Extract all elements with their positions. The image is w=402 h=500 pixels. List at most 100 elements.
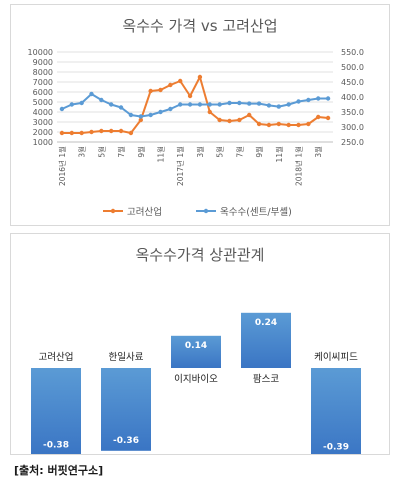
right-tick-label: 400.0 xyxy=(341,93,364,102)
bar-value-label: -0.39 xyxy=(323,443,349,453)
point-corn xyxy=(59,106,65,112)
category-label: 이지바이오 xyxy=(174,374,218,385)
point-goryeo xyxy=(79,130,84,136)
point-corn xyxy=(197,102,203,107)
point-goryeo xyxy=(316,114,321,120)
left-tick-label: 7000 xyxy=(33,78,53,87)
point-corn xyxy=(178,102,183,107)
legend-label: 옥수수(센트/부셸) xyxy=(220,207,292,218)
point-corn xyxy=(69,102,74,107)
point-goryeo xyxy=(69,130,74,136)
left-tick-label: 4000 xyxy=(33,108,53,117)
point-corn xyxy=(158,109,163,115)
point-goryeo xyxy=(237,117,242,123)
series-line-goryeo xyxy=(61,76,329,134)
left-tick-label: 6000 xyxy=(33,88,53,97)
legend-marker xyxy=(203,208,209,214)
point-goryeo xyxy=(227,118,232,124)
point-corn xyxy=(316,96,321,101)
point-goryeo xyxy=(256,121,262,127)
x-tick-label: 7월 xyxy=(234,146,244,158)
point-corn xyxy=(227,100,232,106)
point-goryeo xyxy=(158,87,163,93)
point-goryeo xyxy=(178,78,183,84)
point-goryeo xyxy=(128,130,134,136)
point-corn xyxy=(247,101,252,106)
point-goryeo xyxy=(325,115,331,121)
point-corn xyxy=(237,100,242,106)
x-tick-label: 11월 xyxy=(274,146,284,163)
left-tick-label: 9000 xyxy=(33,58,53,67)
point-goryeo xyxy=(286,122,291,128)
x-tick-label: 11월 xyxy=(156,146,166,163)
correlation-chart-panel: 옥수수가격 상관관계 -0.38 고려산업 -0.36 한일사료 0.14 이지바이오 0.… xyxy=(10,233,390,458)
x-tick-label: 2018년 1월 xyxy=(294,146,304,186)
point-goryeo xyxy=(217,117,222,123)
point-goryeo xyxy=(118,128,124,134)
point-goryeo xyxy=(109,128,114,134)
point-corn xyxy=(118,105,124,110)
point-goryeo xyxy=(89,129,94,135)
x-tick-label: 3월 xyxy=(77,146,87,158)
left-tick-label: 1000 xyxy=(33,138,53,147)
left-tick-label: 2000 xyxy=(33,128,53,137)
left-tick-label: 10000 xyxy=(28,48,53,57)
point-corn xyxy=(109,102,114,107)
bar-4 xyxy=(311,368,361,458)
point-corn xyxy=(207,102,212,107)
chart-title: 옥수수가격 상관관계 xyxy=(135,246,265,264)
bar-value-label: 0.14 xyxy=(185,341,207,351)
point-goryeo xyxy=(99,128,104,134)
point-goryeo xyxy=(207,109,212,115)
right-tick-label: 250.0 xyxy=(341,138,364,147)
bar-value-label: -0.36 xyxy=(113,436,139,446)
x-tick-label: 7월 xyxy=(116,146,126,158)
bar-value-label: -0.38 xyxy=(43,440,69,450)
x-tick-label: 9월 xyxy=(136,146,146,158)
point-corn xyxy=(306,97,311,103)
bar-3 xyxy=(241,312,291,368)
point-corn xyxy=(148,112,153,118)
price-comparison-chart-panel: 옥수수 가격 vs 고려산업 1000 2000 3000 4000 5000 6000 7… xyxy=(10,4,390,226)
right-tick-label: 350.0 xyxy=(341,108,364,117)
point-goryeo xyxy=(138,117,143,123)
right-tick-label: 500.0 xyxy=(341,63,364,72)
point-goryeo xyxy=(266,122,272,128)
point-corn xyxy=(286,102,291,107)
bar-2 xyxy=(171,335,221,368)
left-tick-label: 5000 xyxy=(33,98,53,107)
point-goryeo xyxy=(187,93,193,99)
point-goryeo xyxy=(197,74,203,80)
category-label: 한일사료 xyxy=(109,352,144,363)
x-tick-label: 3월 xyxy=(313,146,323,158)
bar-chart: -0.38 고려산업 -0.36 한일사료 0.14 이지바이오 0.24 팜스코 -0.39 케… xyxy=(31,312,361,458)
x-tick-label: 5월 xyxy=(215,146,225,158)
point-goryeo xyxy=(148,88,153,94)
point-corn xyxy=(79,100,84,106)
bar-0 xyxy=(31,368,81,456)
point-goryeo xyxy=(306,121,311,127)
right-tick-label: 450.0 xyxy=(341,78,364,87)
line-chart: 1000200030004000500060007000800090001000… xyxy=(28,48,364,218)
x-tick-label: 2016년 1월 xyxy=(57,146,67,186)
point-corn xyxy=(187,102,193,107)
x-tick-label: 2017년 1월 xyxy=(175,146,185,186)
point-corn xyxy=(296,99,301,104)
point-corn xyxy=(99,97,104,103)
x-tick-label: 9월 xyxy=(254,146,264,158)
source-note: [출처: 버핏연구소] xyxy=(14,464,104,477)
right-tick-label: 550.0 xyxy=(341,48,364,57)
point-goryeo xyxy=(276,121,281,127)
series-line-corn xyxy=(61,93,329,118)
point-corn xyxy=(138,114,143,119)
category-label: 케이씨피드 xyxy=(314,352,358,363)
point-corn xyxy=(128,112,134,118)
bar-value-label: 0.24 xyxy=(255,318,277,328)
category-label: 팜스코 xyxy=(253,374,279,385)
point-corn xyxy=(217,102,222,107)
point-corn xyxy=(168,106,173,112)
point-goryeo xyxy=(247,112,252,118)
point-corn xyxy=(89,91,94,97)
point-goryeo xyxy=(168,82,173,88)
x-tick-label: 3월 xyxy=(195,146,205,158)
